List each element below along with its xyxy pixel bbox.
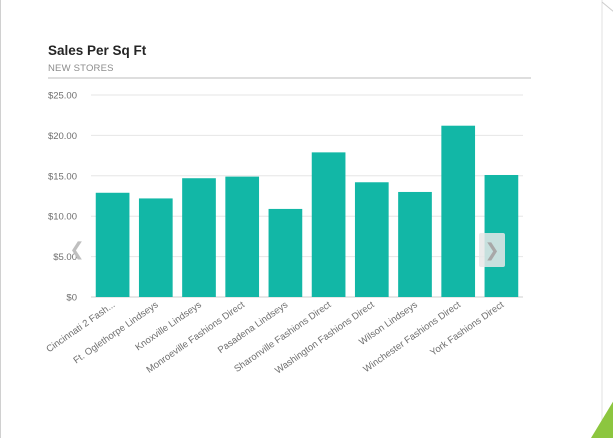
bar[interactable] bbox=[268, 208, 303, 297]
bar[interactable] bbox=[311, 152, 346, 297]
x-tick-label: Cincinnati 2 Fash... bbox=[44, 299, 117, 355]
bar[interactable] bbox=[182, 178, 216, 297]
slide-corner-line bbox=[601, 1, 613, 12]
bar[interactable] bbox=[225, 176, 260, 297]
chevron-right-icon[interactable]: ❯ bbox=[479, 233, 505, 267]
y-axis-ticks: $0 $5.00 $10.00 $15.00 $20.00 $25.00 bbox=[48, 91, 77, 304]
bar[interactable] bbox=[398, 191, 432, 297]
x-tick-label: York Fashions Direct bbox=[428, 299, 506, 358]
y-tick-label: $5.00 bbox=[53, 252, 77, 263]
x-tick-label: Ft. Oglethorpe Lindseys bbox=[72, 299, 161, 366]
y-tick-label: $25.00 bbox=[48, 91, 77, 102]
bar[interactable] bbox=[354, 182, 389, 297]
y-tick-label: $15.00 bbox=[48, 171, 77, 182]
slide-accent-triangle bbox=[591, 401, 613, 438]
bar[interactable] bbox=[95, 192, 130, 297]
chevron-left-icon[interactable]: ❮ bbox=[69, 238, 85, 259]
y-tick-label: $0 bbox=[66, 293, 77, 304]
bar[interactable] bbox=[138, 198, 173, 297]
chart-title: Sales Per Sq Ft bbox=[48, 43, 147, 58]
bars bbox=[95, 125, 519, 297]
y-tick-label: $10.00 bbox=[48, 212, 77, 223]
x-axis-ticks: Cincinnati 2 Fash...Ft. Oglethorpe Linds… bbox=[44, 299, 506, 376]
chart-subtitle: NEW STORES bbox=[48, 63, 114, 74]
y-tick-label: $20.00 bbox=[48, 131, 77, 142]
bar[interactable] bbox=[441, 125, 476, 297]
